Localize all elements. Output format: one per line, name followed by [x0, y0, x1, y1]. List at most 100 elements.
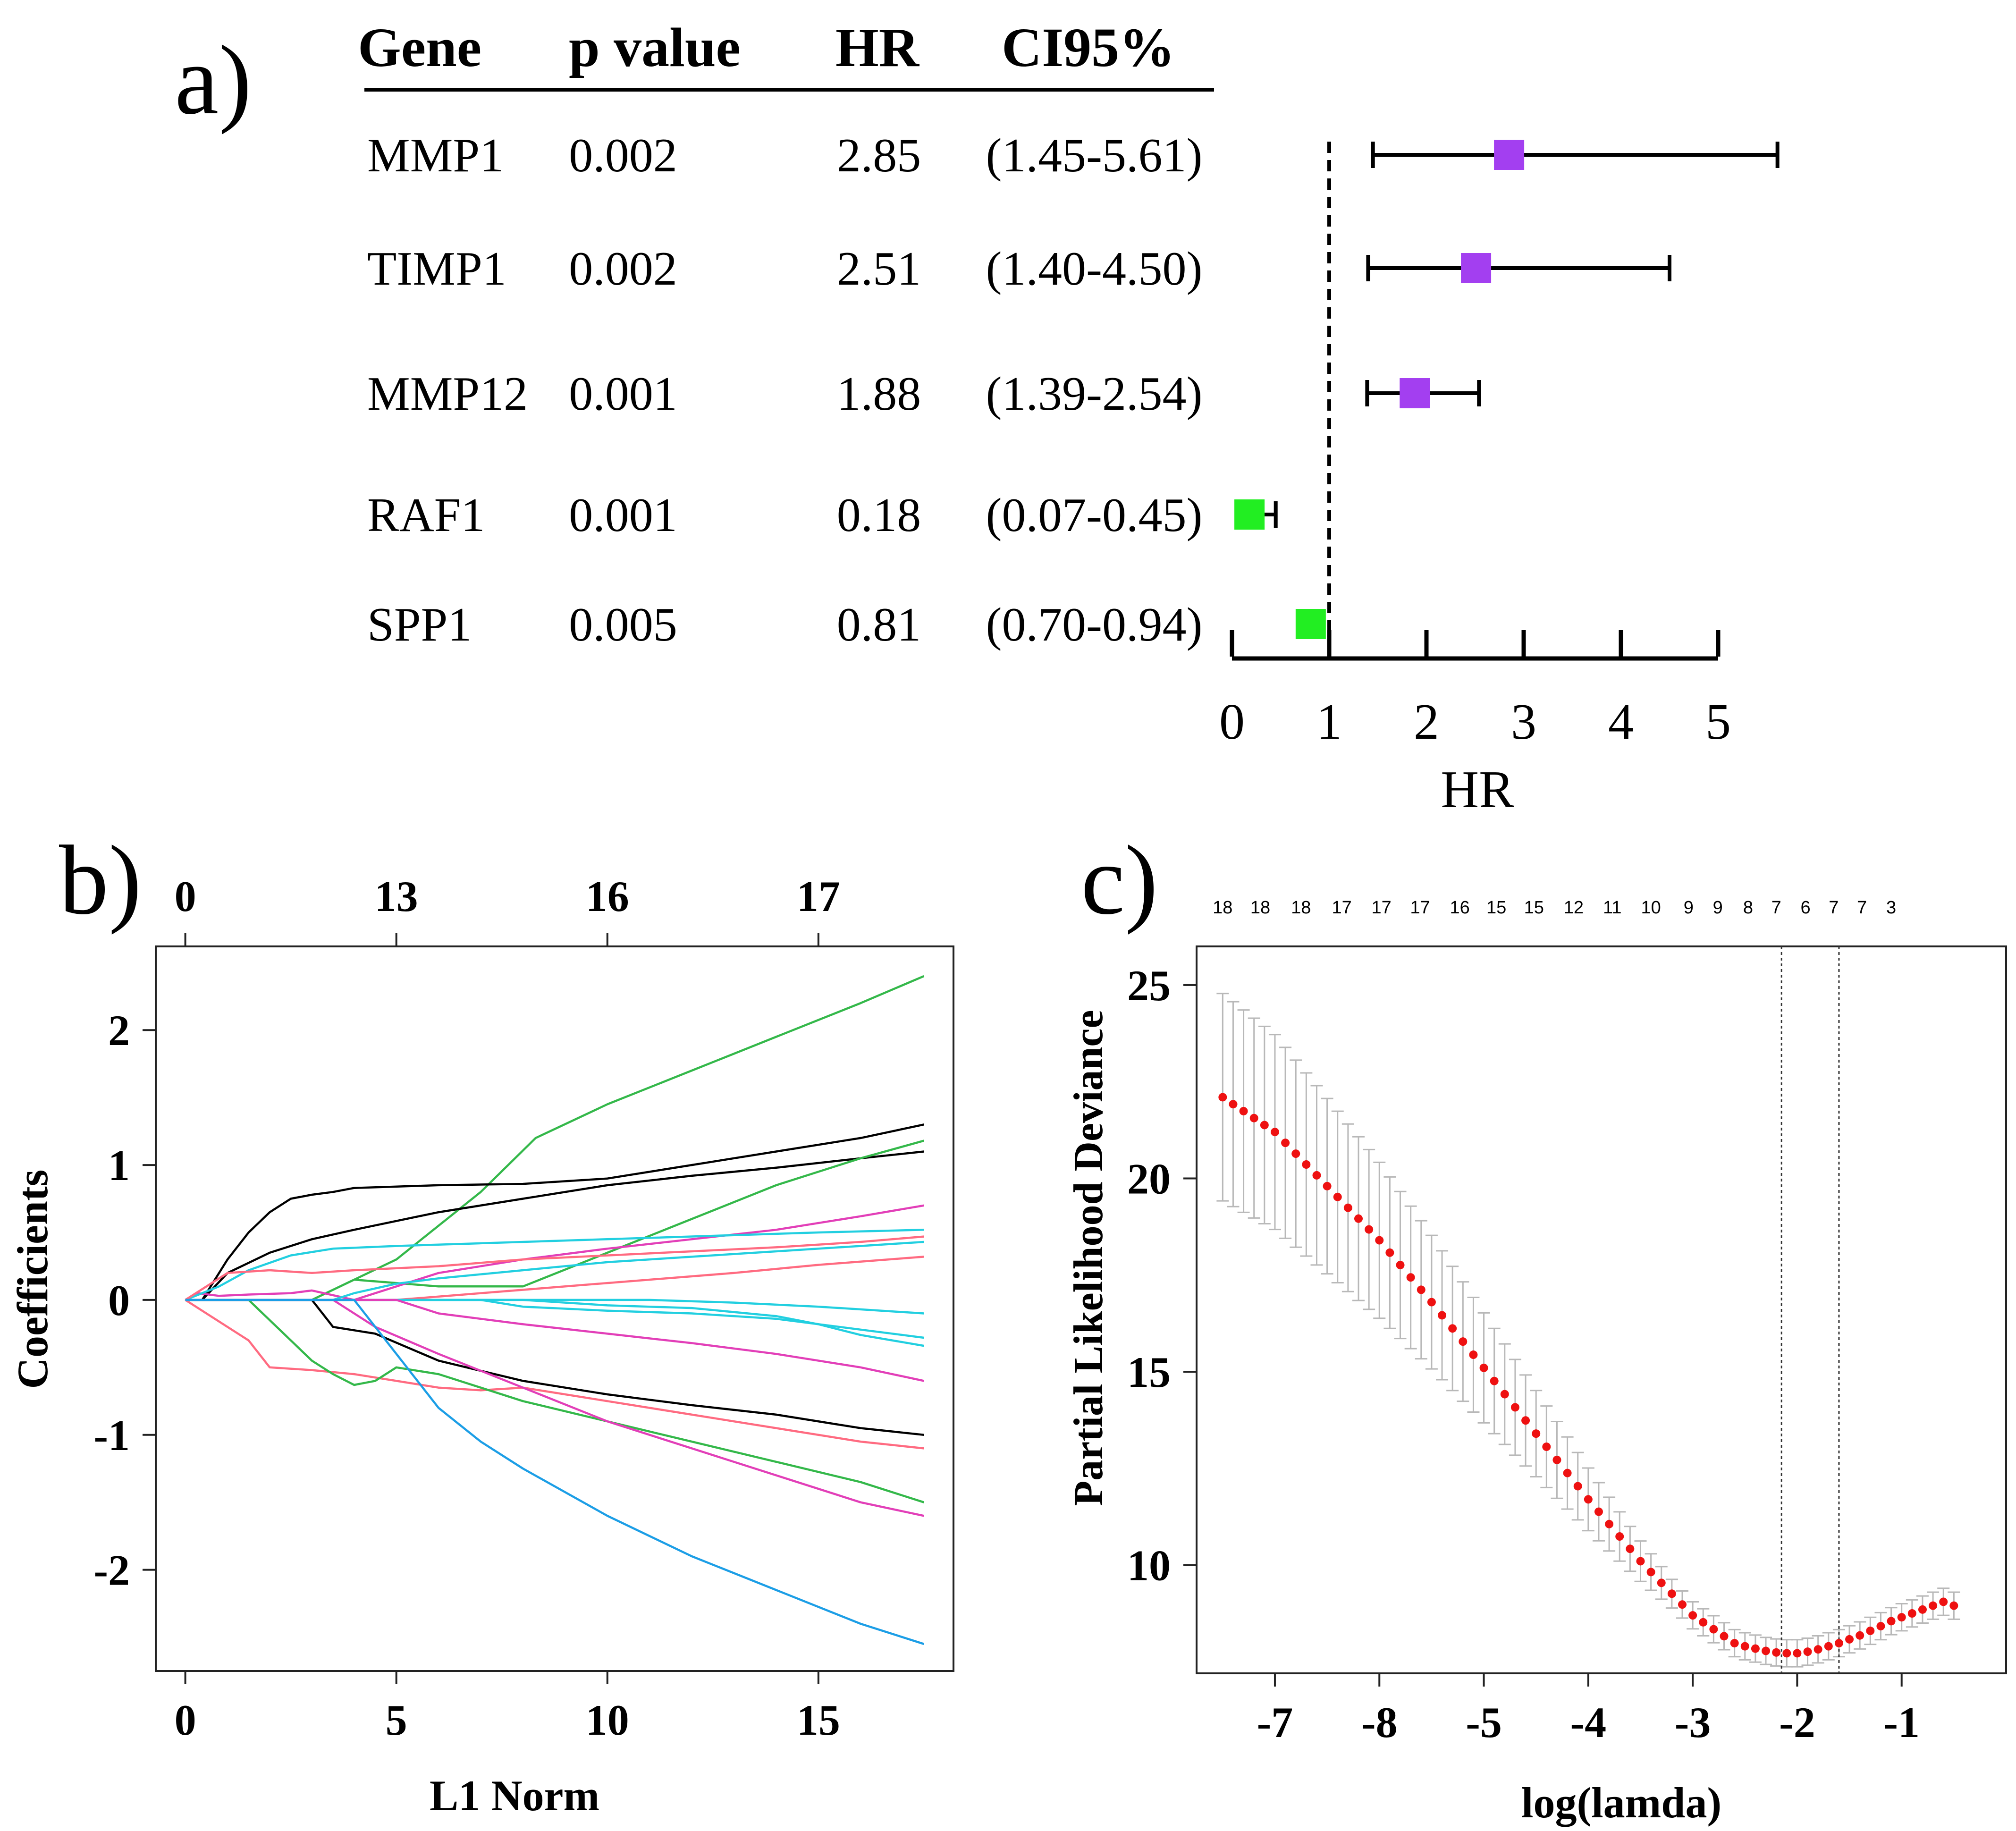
cv-mean-point — [1302, 1160, 1311, 1169]
cv-mean-point — [1688, 1611, 1697, 1620]
cv-mean-point — [1323, 1181, 1332, 1190]
cv-mean-point — [1479, 1363, 1488, 1372]
b-x-tick-label: 10 — [586, 1696, 629, 1744]
forest-x-tick-label: 2 — [1414, 694, 1439, 750]
cv-mean-point — [1469, 1350, 1478, 1359]
c-top-count-label: 15 — [1524, 898, 1544, 918]
c-y-tick-label: 25 — [1127, 962, 1171, 1010]
c-top-count-label: 7 — [1829, 898, 1839, 918]
hr-marker — [1295, 609, 1326, 639]
b-top-tick-label: 16 — [586, 872, 629, 920]
coef-path-18 — [185, 1299, 925, 1645]
forest-x-axis-label: HR — [1441, 760, 1514, 819]
cv-mean-point — [1730, 1639, 1739, 1648]
cv-mean-point — [1699, 1618, 1708, 1627]
cv-mean-point — [1438, 1311, 1447, 1320]
cv-mean-point — [1291, 1149, 1300, 1158]
cv-mean-point — [1448, 1324, 1457, 1333]
cv-mean-point — [1678, 1600, 1687, 1609]
cv-mean-point — [1793, 1649, 1802, 1658]
cv-mean-point — [1918, 1605, 1927, 1614]
c-top-count-label: 9 — [1684, 898, 1694, 918]
forest-x-tick-label: 4 — [1608, 694, 1634, 750]
row-gene: MMP1 — [367, 129, 504, 182]
cv-mean-point — [1720, 1632, 1729, 1641]
row-gene: MMP12 — [367, 367, 528, 421]
col-header-pvalue: p value — [569, 17, 741, 78]
coef-path-16 — [185, 1299, 925, 1503]
c-top-count-label: 17 — [1372, 898, 1392, 918]
cv-mean-point — [1542, 1442, 1551, 1451]
cv-mean-point — [1375, 1236, 1384, 1245]
c-top-count-label: 7 — [1771, 898, 1781, 918]
cv-mean-point — [1552, 1455, 1561, 1464]
cv-mean-point — [1782, 1649, 1791, 1658]
cv-mean-point — [1803, 1647, 1812, 1656]
c-y-tick-label: 10 — [1127, 1542, 1171, 1590]
c-x-tick-label: -8 — [1361, 1698, 1398, 1747]
cv-mean-point — [1845, 1635, 1854, 1644]
cv-mean-point — [1573, 1482, 1582, 1491]
c-top-count-label: 9 — [1713, 898, 1723, 918]
col-header-gene: Gene — [358, 17, 481, 78]
cv-mean-point — [1856, 1631, 1864, 1640]
coef-path-9 — [185, 1256, 924, 1301]
c-top-count-label: 3 — [1886, 898, 1896, 918]
b-x-tick-label: 15 — [797, 1696, 840, 1744]
b-top-tick-label: 17 — [797, 872, 840, 920]
coef-path-8 — [185, 1240, 924, 1301]
coef-path-11 — [185, 1299, 924, 1339]
row-hr: 2.85 — [837, 129, 921, 182]
col-header-hr: HR — [835, 17, 920, 78]
cv-mean-point — [1814, 1645, 1822, 1654]
row-hr: 0.18 — [837, 489, 921, 542]
c-top-count-label: 10 — [1641, 898, 1661, 918]
cv-mean-point — [1333, 1192, 1342, 1201]
panel-c-cv-deviance: -7 -8 -5 -4 -3 -2 -1 10 15 20 25 18 18 18 17 17 17 16 15 15… — [1066, 898, 2007, 1827]
b-top-tick-label: 13 — [375, 872, 418, 920]
row-p-value: 0.005 — [569, 598, 677, 651]
cv-mean-point — [1772, 1648, 1781, 1657]
cv-mean-point — [1312, 1171, 1321, 1180]
cv-mean-point — [1667, 1589, 1676, 1598]
cv-mean-point — [1929, 1601, 1938, 1610]
coef-path-5 — [185, 1204, 924, 1301]
c-top-count-label: 7 — [1857, 898, 1867, 918]
cv-mean-point — [1229, 1100, 1238, 1109]
cv-mean-point — [1281, 1139, 1290, 1148]
coef-path-12 — [185, 1299, 924, 1347]
forest-x-tick-label: 0 — [1219, 694, 1245, 750]
c-top-count-label: 6 — [1801, 898, 1811, 918]
c-top-count-label: 16 — [1450, 898, 1470, 918]
forest-table-header: Gene p value HR CI95% — [358, 17, 1175, 78]
cv-mean-point — [1396, 1260, 1405, 1269]
panel-b-x-axis-label: L1 Norm — [430, 1772, 599, 1820]
cv-mean-point — [1709, 1625, 1718, 1634]
cv-mean-point — [1343, 1203, 1352, 1212]
c-top-count-label: 11 — [1603, 898, 1621, 918]
row-hr: 1.88 — [837, 367, 921, 421]
row-ci: (1.40-4.50) — [986, 242, 1203, 295]
cv-mean-point — [1500, 1390, 1509, 1399]
cv-error-bars — [1216, 993, 1960, 1668]
coef-path-14 — [185, 1299, 924, 1436]
row-gene: TIMP1 — [367, 242, 506, 295]
c-top-count-label: 12 — [1564, 898, 1584, 918]
cv-mean-point — [1521, 1416, 1530, 1425]
cv-mean-point — [1605, 1519, 1614, 1528]
cv-mean-point — [1239, 1106, 1248, 1115]
b-x-tick-label: 0 — [175, 1696, 196, 1744]
row-ci: (0.70-0.94) — [986, 598, 1203, 651]
c-x-tick-label: -5 — [1466, 1698, 1502, 1747]
cv-mean-point — [1834, 1639, 1843, 1648]
panel-b-plot-frame — [155, 945, 954, 1672]
lambda-reference-lines — [1780, 946, 1840, 1673]
cv-mean-point — [1510, 1403, 1519, 1412]
cv-mean-point — [1866, 1626, 1875, 1635]
row-gene: RAF1 — [367, 489, 485, 542]
cv-mean-point — [1657, 1578, 1666, 1587]
coef-path-1 — [185, 975, 925, 1301]
panel-b-coef-paths: 0 5 10 15 -2 -1 0 1 2 0 13 16 17 L1 Norm Coefficient… — [8, 872, 954, 1820]
cv-mean-point — [1490, 1376, 1499, 1385]
